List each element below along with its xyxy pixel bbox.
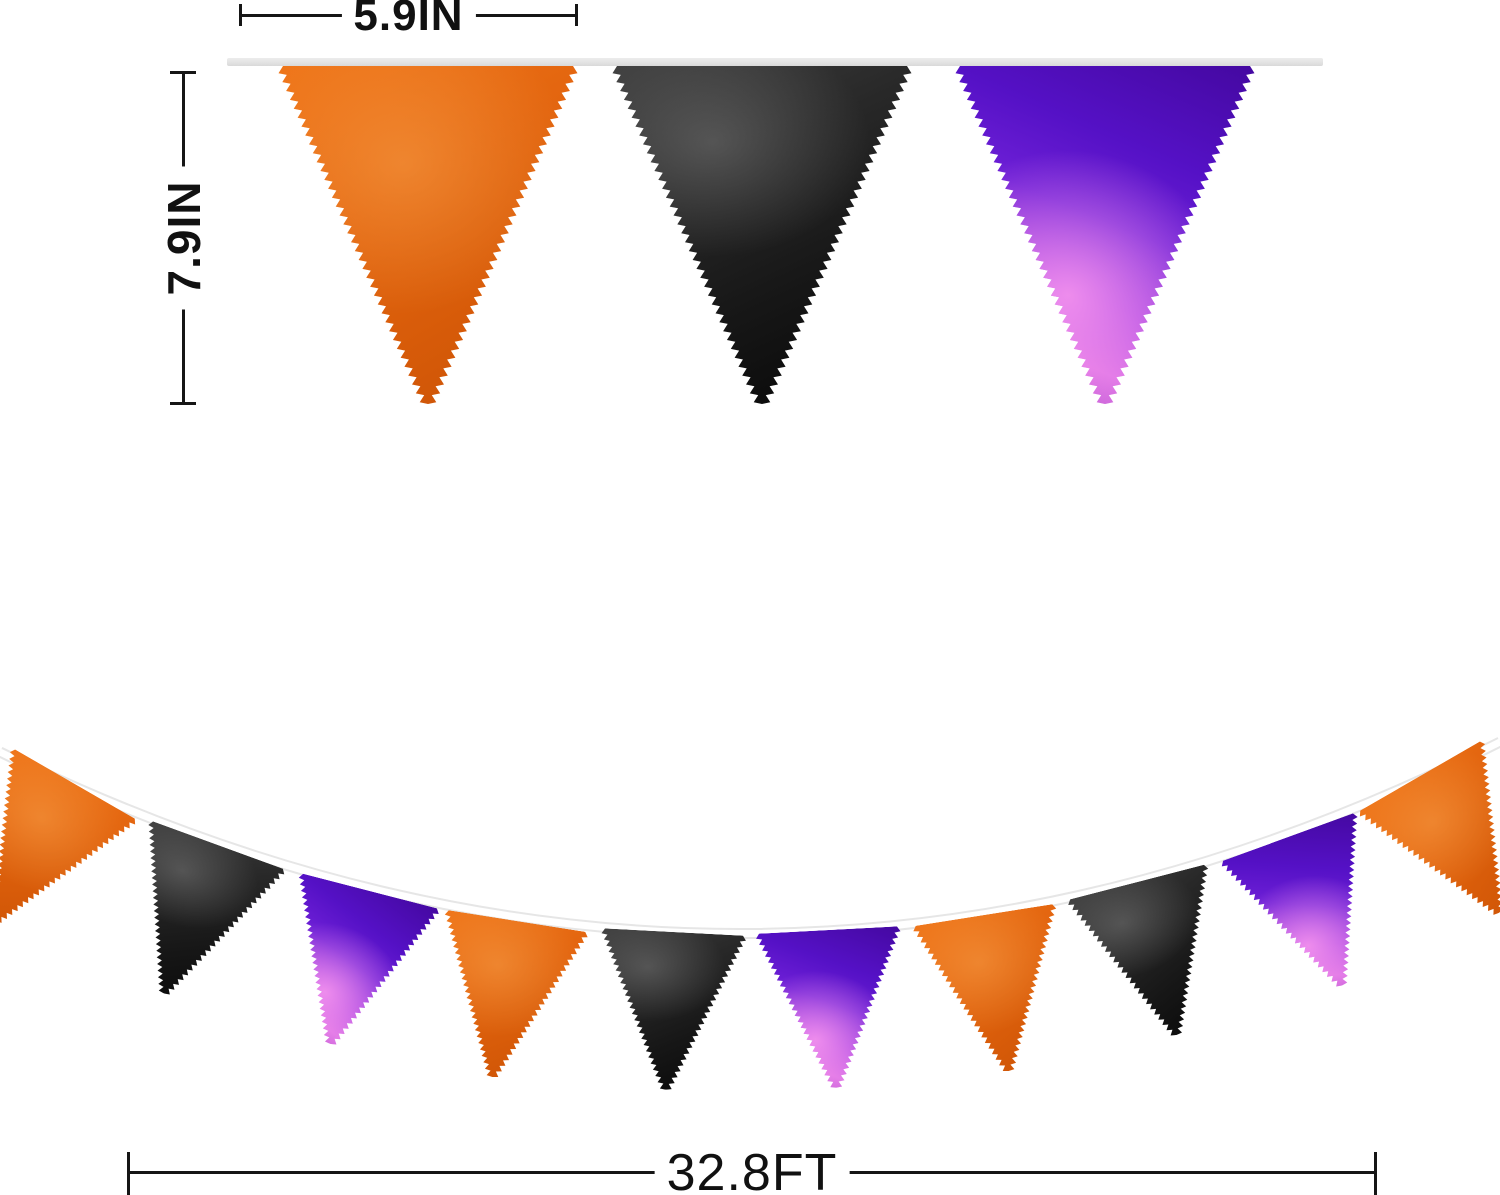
banner-string-top xyxy=(227,58,1323,66)
banner-length-value: 32.8FT xyxy=(654,1146,850,1195)
garland-string xyxy=(0,738,1500,938)
dimension-line-height: 7.9IN xyxy=(154,72,213,404)
flag-width-value: 5.9IN xyxy=(341,0,476,38)
dimension-line-length: 32.8FT xyxy=(128,1146,1376,1195)
dimension-line-width: 5.9IN xyxy=(240,0,577,38)
